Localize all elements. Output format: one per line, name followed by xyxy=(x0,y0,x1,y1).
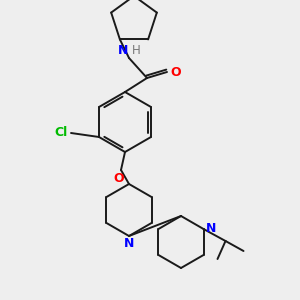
Text: N: N xyxy=(124,237,134,250)
Text: Cl: Cl xyxy=(55,127,68,140)
Text: N: N xyxy=(118,44,128,57)
Text: H: H xyxy=(132,44,141,57)
Text: O: O xyxy=(170,65,181,79)
Text: O: O xyxy=(114,172,124,185)
Text: N: N xyxy=(206,223,216,236)
